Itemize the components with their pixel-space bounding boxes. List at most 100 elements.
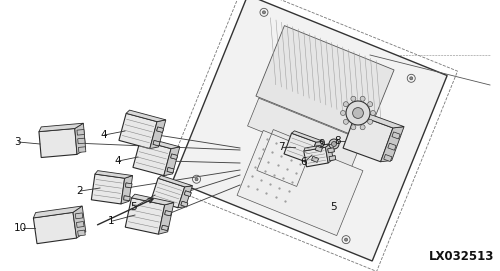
Polygon shape: [167, 167, 174, 173]
Circle shape: [370, 111, 376, 115]
Circle shape: [344, 119, 348, 124]
Text: 3: 3: [14, 137, 20, 147]
Polygon shape: [184, 191, 191, 196]
Polygon shape: [173, 0, 447, 261]
Polygon shape: [170, 154, 177, 159]
Polygon shape: [328, 148, 334, 153]
Text: 6: 6: [300, 157, 306, 167]
Circle shape: [351, 96, 356, 101]
Polygon shape: [73, 206, 86, 238]
Polygon shape: [126, 183, 132, 188]
Polygon shape: [312, 156, 318, 162]
Polygon shape: [312, 156, 318, 162]
Polygon shape: [256, 26, 394, 140]
Text: 5: 5: [330, 202, 336, 212]
Polygon shape: [292, 131, 323, 142]
Polygon shape: [124, 196, 130, 201]
Polygon shape: [126, 198, 164, 234]
Polygon shape: [34, 206, 82, 218]
Circle shape: [344, 102, 348, 107]
Polygon shape: [124, 196, 130, 201]
Polygon shape: [78, 138, 85, 144]
Polygon shape: [39, 123, 84, 132]
Polygon shape: [126, 183, 132, 188]
Circle shape: [360, 96, 365, 101]
Polygon shape: [329, 156, 336, 161]
Polygon shape: [150, 120, 166, 149]
Circle shape: [195, 178, 198, 181]
Polygon shape: [316, 146, 322, 152]
Polygon shape: [181, 201, 188, 207]
Polygon shape: [162, 225, 168, 231]
Circle shape: [340, 111, 345, 115]
Circle shape: [329, 139, 339, 149]
Polygon shape: [95, 171, 132, 178]
Polygon shape: [178, 186, 192, 208]
Polygon shape: [75, 123, 86, 154]
Polygon shape: [162, 225, 168, 231]
Polygon shape: [39, 128, 77, 157]
Polygon shape: [34, 212, 76, 244]
Polygon shape: [76, 221, 84, 227]
Polygon shape: [152, 178, 184, 208]
Circle shape: [368, 102, 372, 107]
Polygon shape: [388, 143, 396, 150]
Circle shape: [410, 77, 412, 80]
Polygon shape: [126, 110, 166, 122]
Polygon shape: [167, 167, 174, 173]
Polygon shape: [384, 154, 392, 162]
Polygon shape: [164, 211, 172, 216]
Polygon shape: [158, 176, 192, 187]
Text: 9: 9: [318, 139, 324, 149]
Circle shape: [332, 141, 336, 147]
Text: 7: 7: [278, 142, 284, 152]
Polygon shape: [153, 140, 160, 146]
Text: 10: 10: [14, 223, 27, 233]
Polygon shape: [181, 201, 188, 207]
Polygon shape: [78, 230, 86, 236]
Text: 5: 5: [130, 202, 136, 212]
Polygon shape: [304, 147, 328, 167]
Polygon shape: [392, 132, 400, 139]
Circle shape: [360, 125, 365, 130]
Circle shape: [262, 11, 266, 14]
Polygon shape: [329, 156, 336, 161]
Polygon shape: [248, 98, 362, 168]
Circle shape: [352, 108, 364, 118]
Polygon shape: [326, 144, 333, 163]
Polygon shape: [308, 141, 323, 163]
Text: 4: 4: [114, 156, 120, 166]
Polygon shape: [121, 176, 132, 204]
Polygon shape: [77, 130, 84, 135]
Text: 4: 4: [100, 130, 106, 140]
Polygon shape: [75, 213, 83, 219]
Text: 8: 8: [334, 136, 340, 146]
Polygon shape: [184, 191, 191, 196]
Polygon shape: [158, 202, 174, 234]
Polygon shape: [380, 127, 404, 162]
Polygon shape: [164, 147, 180, 176]
Polygon shape: [284, 133, 316, 163]
Circle shape: [368, 119, 372, 124]
Polygon shape: [133, 140, 171, 176]
Polygon shape: [164, 211, 172, 216]
Polygon shape: [328, 148, 334, 153]
Text: LX032513: LX032513: [428, 250, 494, 263]
Polygon shape: [156, 127, 164, 132]
Polygon shape: [304, 144, 330, 151]
Polygon shape: [170, 154, 177, 159]
Polygon shape: [356, 111, 404, 128]
Text: 2: 2: [76, 186, 82, 196]
Polygon shape: [343, 114, 393, 162]
Polygon shape: [119, 113, 157, 149]
Polygon shape: [153, 140, 160, 146]
Circle shape: [351, 125, 356, 130]
Polygon shape: [140, 137, 180, 149]
Circle shape: [344, 238, 348, 241]
Polygon shape: [316, 146, 322, 152]
Polygon shape: [237, 130, 363, 235]
Circle shape: [346, 101, 370, 125]
Text: 1: 1: [108, 216, 114, 226]
Polygon shape: [92, 174, 124, 204]
Polygon shape: [156, 127, 164, 132]
